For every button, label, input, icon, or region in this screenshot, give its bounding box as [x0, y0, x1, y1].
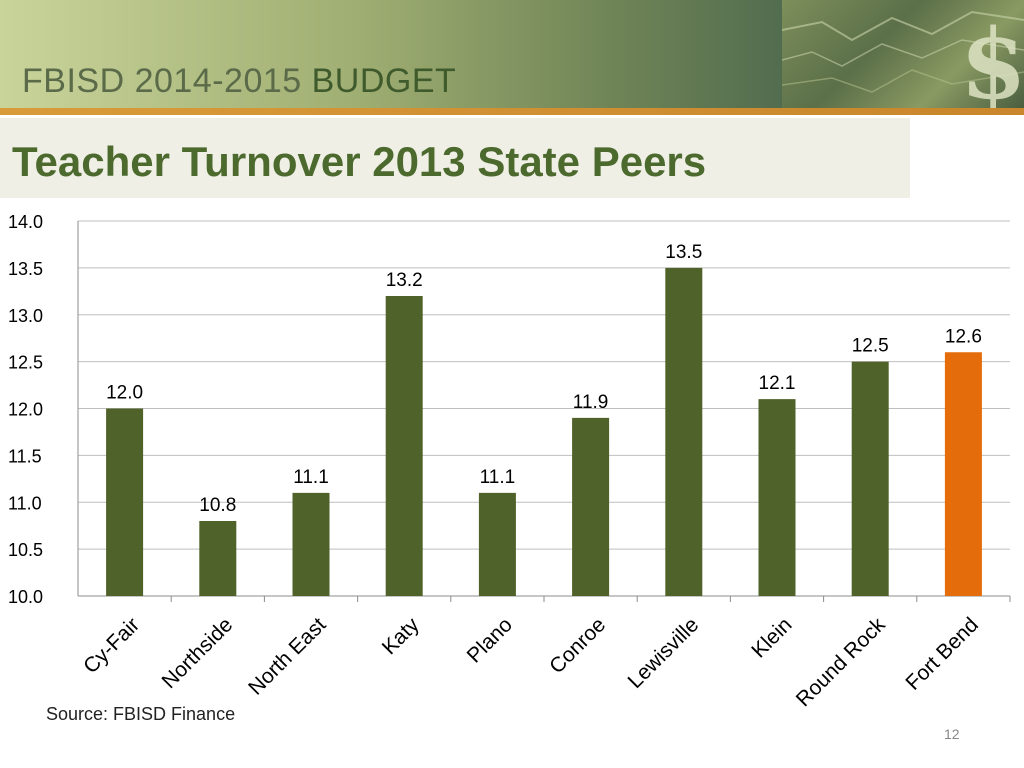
data-label: 13.2 [386, 270, 423, 291]
y-tick-label: 11.0 [8, 493, 42, 513]
orange-divider [0, 108, 1024, 115]
x-tick-label: Klein [747, 613, 796, 662]
y-tick-label: 13.5 [8, 259, 43, 279]
x-tick-label: Fort Bend [901, 613, 982, 694]
bar [106, 408, 144, 596]
data-label: 12.6 [945, 326, 982, 347]
y-tick-label: 13.0 [8, 306, 43, 326]
data-label: 12.0 [106, 383, 143, 404]
bar [665, 267, 703, 596]
x-tick-label: Northside [158, 613, 238, 693]
bar [851, 361, 889, 596]
y-tick-label: 11.5 [8, 446, 42, 466]
bar [385, 296, 423, 596]
y-tick-label: 10.0 [8, 587, 43, 607]
data-label: 13.5 [665, 242, 702, 263]
x-tick-label: Katy [378, 613, 424, 659]
page-number: 12 [944, 726, 960, 742]
y-tick-label: 12.5 [8, 353, 43, 373]
data-label: 12.1 [759, 373, 796, 394]
x-tick-label: Plano [463, 613, 517, 667]
data-label: 11.1 [293, 467, 329, 488]
data-label: 11.1 [480, 467, 516, 488]
x-tick-label: Round Rock [792, 613, 890, 711]
bar [758, 399, 796, 596]
y-tick-label: 10.5 [8, 540, 43, 560]
x-tick-label: Cy-Fair [79, 613, 144, 678]
title-box: Teacher Turnover 2013 State Peers [0, 118, 910, 198]
y-tick-label: 12.0 [8, 400, 43, 420]
banner-title: FBISD 2014-2015 BUDGET [22, 62, 456, 101]
x-tick-label: Lewisville [624, 613, 704, 693]
y-tick-label: 14.0 [8, 212, 43, 232]
data-label: 10.8 [199, 495, 236, 516]
slide-title: Teacher Turnover 2013 State Peers [12, 138, 707, 185]
source-note: Source: FBISD Finance [46, 704, 236, 724]
bar [572, 417, 610, 596]
x-tick-label: Conroe [545, 613, 610, 678]
money-graphic-icon: $ [782, 0, 1024, 108]
data-label: 12.5 [852, 336, 889, 357]
svg-text:$: $ [960, 8, 1024, 108]
data-label: 11.9 [573, 392, 609, 413]
header-banner: $ FBISD 2014-2015 BUDGET [0, 0, 1024, 108]
bar [478, 492, 516, 596]
bar [944, 352, 982, 596]
banner-budget-label: BUDGET [311, 62, 457, 100]
bar [292, 492, 330, 596]
bar [199, 521, 237, 596]
banner-org-label: FBISD 2014-2015 [22, 62, 312, 100]
x-tick-label: North East [244, 613, 331, 700]
